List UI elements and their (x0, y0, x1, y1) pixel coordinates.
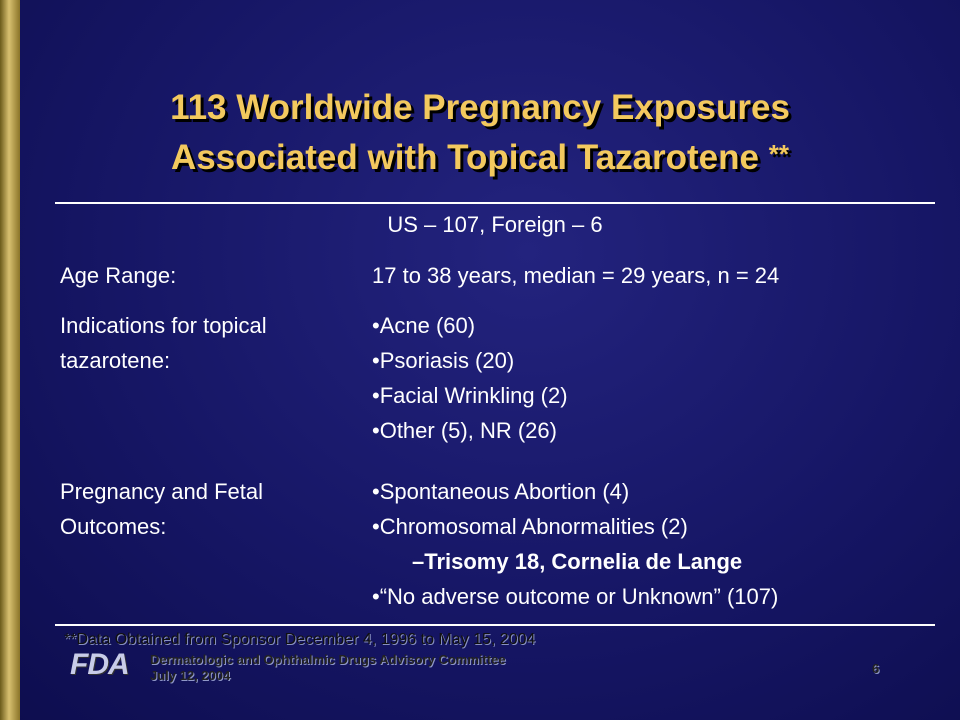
title-suffix: ** (768, 139, 789, 169)
sub-item: –Trisomy 18, Cornelia de Lange (412, 549, 743, 574)
row-label: Pregnancy and Fetal (60, 479, 264, 504)
item: •Other (5), NR (26) (372, 418, 557, 443)
row-label: tazarotene: (60, 348, 171, 373)
title-text: Associated with Topical Tazarotene (171, 138, 759, 177)
side-bar (0, 0, 20, 720)
item: •“No adverse outcome or Unknown” (107) (372, 584, 779, 609)
title-line: Associated with Topical Tazarotene ** (0, 138, 960, 178)
rule (55, 202, 935, 204)
logo: FDA (70, 648, 130, 681)
row-label: Outcomes: (60, 514, 167, 539)
item: 17 to 38 years, median = 29 years, n = 2… (372, 263, 780, 288)
subtitle: US – 107, Foreign – 6 (387, 212, 603, 237)
row-label: Indications for topical (60, 313, 267, 338)
title-line: 113 Worldwide Pregnancy Exposures (170, 88, 790, 127)
page-number: 6 (872, 661, 880, 676)
item: •Facial Wrinkling (2) (372, 383, 568, 408)
rule (55, 624, 935, 626)
item: •Chromosomal Abnormalities (2) (372, 514, 688, 539)
committee: Dermatologic and Ophthalmic Drugs Adviso… (150, 652, 506, 667)
row-label: Age Range: (60, 263, 177, 288)
item: •Acne (60) (372, 313, 476, 338)
item: •Psoriasis (20) (372, 348, 515, 373)
date: July 12, 2004 (150, 668, 231, 683)
item: •Spontaneous Abortion (4) (372, 479, 630, 504)
footnote: **Data Obtained from Sponsor December 4,… (64, 631, 536, 648)
